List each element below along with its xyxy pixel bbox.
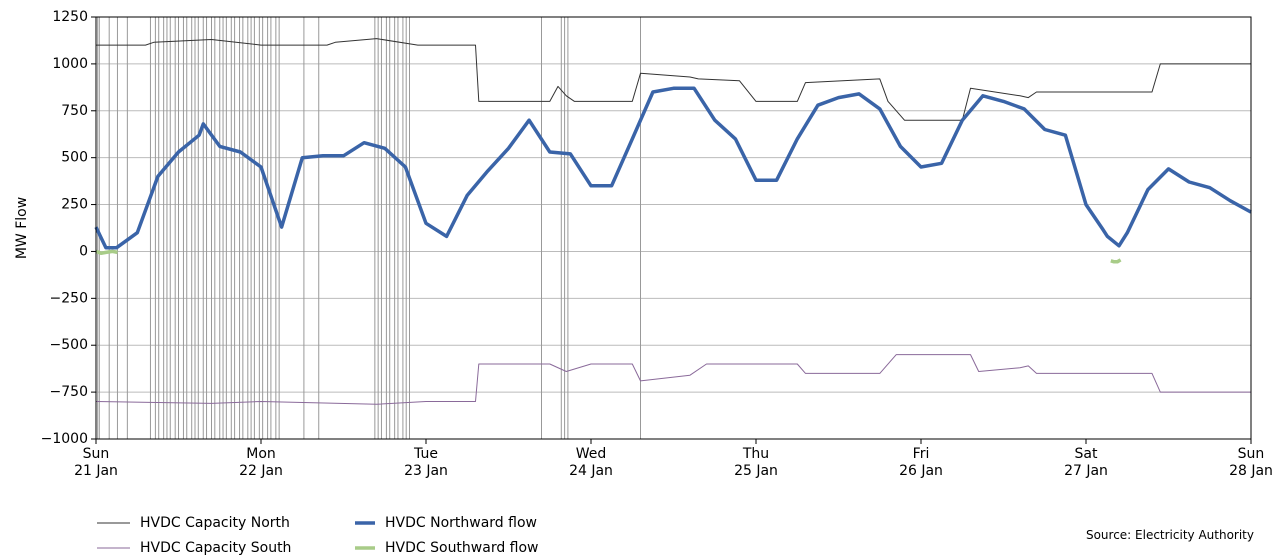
series-line	[95, 354, 1251, 405]
y-tick-label: 1000	[52, 56, 88, 72]
y-tick-label: 0	[79, 243, 88, 259]
x-tick-label: Tue 23 Jan	[404, 446, 448, 479]
series-line	[96, 38, 1251, 121]
series-line	[95, 249, 1122, 264]
legend-label: HVDC Southward flow	[385, 540, 539, 556]
series-line	[94, 86, 1252, 250]
y-tick-label: 250	[61, 197, 88, 213]
source-note: Source: Electricity Authority	[1085, 528, 1254, 542]
x-tick-label: Thu 25 Jan	[734, 446, 778, 479]
x-tick-label: Wed 24 Jan	[569, 446, 613, 479]
legend-label: HVDC Northward flow	[385, 515, 537, 531]
legend-label: HVDC Capacity North	[140, 515, 290, 531]
x-tick-label: Sun 28 Jan	[1229, 446, 1273, 479]
y-tick-label: 500	[61, 150, 88, 166]
y-tick-label: −500	[50, 337, 88, 353]
x-tick-label: Fri 26 Jan	[899, 446, 943, 479]
y-axis-label: MW Flow	[14, 197, 30, 259]
x-tick-label: Sat 27 Jan	[1064, 446, 1108, 479]
y-tick-label: 750	[61, 103, 88, 119]
legend-label: HVDC Capacity South	[140, 540, 291, 556]
x-tick-label: Mon 22 Jan	[239, 446, 283, 479]
y-tick-label: −750	[50, 384, 88, 400]
x-tick-label: Sun 21 Jan	[74, 446, 118, 479]
y-tick-label: −250	[50, 290, 88, 306]
y-tick-label: −1000	[41, 431, 88, 447]
plot-frame	[95, 16, 1252, 440]
y-tick-label: 1250	[52, 9, 88, 25]
